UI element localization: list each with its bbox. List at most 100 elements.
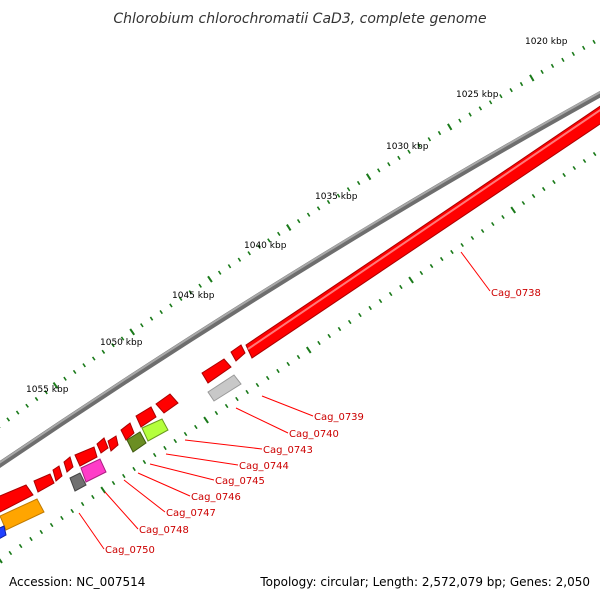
gene-arrow[interactable] bbox=[33, 473, 55, 493]
tick-mark bbox=[100, 486, 107, 494]
tick-mark bbox=[458, 118, 462, 123]
gene-block-orange[interactable] bbox=[0, 498, 45, 531]
tick-mark bbox=[387, 162, 391, 167]
tick-mark bbox=[152, 452, 157, 458]
tick-mark bbox=[111, 480, 116, 486]
tick-mark bbox=[63, 376, 67, 381]
tick-mark bbox=[149, 316, 154, 321]
tick-mark bbox=[337, 326, 342, 332]
tick-mark bbox=[101, 349, 106, 354]
gene-labels: Cag_0738 Cag_0739 Cag_0740 Cag_0743 Cag_… bbox=[105, 288, 541, 556]
tick-mark bbox=[296, 354, 301, 360]
gene-label-cag-0739[interactable]: Cag_0739 bbox=[314, 412, 364, 423]
tick-mark bbox=[305, 346, 312, 354]
gene-arrow[interactable] bbox=[120, 422, 135, 441]
tick-mark bbox=[417, 143, 421, 148]
gene-block-cag-0743[interactable] bbox=[141, 418, 169, 442]
tick-label-1030: 1030 kbp bbox=[386, 142, 429, 152]
gene-arrow[interactable] bbox=[0, 484, 34, 513]
leader-line bbox=[104, 491, 139, 530]
tick-mark bbox=[358, 312, 362, 318]
gene-block-blue[interactable] bbox=[0, 525, 7, 540]
tick-mark bbox=[188, 290, 193, 295]
tick-mark bbox=[91, 356, 96, 361]
tick-mark bbox=[80, 501, 85, 507]
gene-arrow[interactable] bbox=[107, 435, 119, 452]
tick-mark bbox=[15, 410, 20, 415]
tick-mark bbox=[183, 431, 188, 437]
tick-mark bbox=[70, 508, 75, 514]
gene-arrow[interactable] bbox=[201, 358, 232, 384]
leader-line bbox=[261, 395, 314, 417]
tick-mark bbox=[25, 403, 29, 408]
gene-label-cag-0746[interactable]: Cag_0746 bbox=[191, 492, 241, 503]
gene-label-cag-0745[interactable]: Cag_0745 bbox=[215, 476, 265, 487]
tick-mark bbox=[169, 303, 173, 308]
tick-mark bbox=[501, 214, 505, 220]
gene-arrow[interactable] bbox=[52, 465, 63, 482]
gene-label-cag-0744[interactable]: Cag_0744 bbox=[239, 461, 289, 472]
gene-arrow[interactable] bbox=[155, 393, 179, 414]
accession-text: Accession: NC_007514 bbox=[9, 575, 145, 589]
gene-arrow[interactable] bbox=[63, 456, 74, 473]
tick-mark bbox=[122, 473, 126, 479]
tick-mark bbox=[142, 459, 147, 465]
tick-mark bbox=[550, 63, 555, 69]
tick-mark bbox=[521, 200, 526, 206]
tick-mark bbox=[429, 263, 434, 269]
tick-mark bbox=[247, 251, 251, 256]
tick-mark bbox=[460, 242, 464, 248]
tick-mark bbox=[572, 165, 577, 171]
gene-arrow[interactable] bbox=[74, 446, 98, 467]
tick-label-1020: 1020 kbp bbox=[525, 37, 568, 47]
tick-mark bbox=[491, 221, 495, 227]
gene-label-cag-0743[interactable]: Cag_0743 bbox=[263, 445, 313, 456]
tick-mark bbox=[561, 57, 565, 62]
tick-mark bbox=[276, 368, 280, 374]
gene-block-cag-0739[interactable] bbox=[207, 374, 242, 402]
gene-label-cag-0748[interactable]: Cag_0748 bbox=[139, 525, 189, 536]
tick-mark bbox=[347, 319, 352, 325]
gene-label-cag-0750[interactable]: Cag_0750 bbox=[105, 545, 155, 556]
gene-label-cag-0747[interactable]: Cag_0747 bbox=[166, 508, 216, 519]
tick-mark bbox=[437, 130, 442, 136]
gene-block-cag-0744[interactable] bbox=[126, 431, 147, 453]
gene-label-cag-0738[interactable]: Cag_0738 bbox=[491, 288, 541, 299]
gene-block-cag-0748[interactable] bbox=[69, 472, 87, 492]
tick-mark bbox=[194, 424, 198, 430]
gene-label-cag-0740[interactable]: Cag_0740 bbox=[289, 429, 339, 440]
tick-mark bbox=[592, 39, 596, 45]
gene-arrow[interactable] bbox=[96, 437, 109, 454]
tick-mark bbox=[450, 249, 454, 255]
reverse-genes bbox=[0, 374, 242, 540]
tick-mark bbox=[277, 231, 281, 237]
tick-mark bbox=[529, 74, 535, 82]
tick-mark bbox=[540, 69, 544, 75]
tick-labels: 1020 kbp 1025 kbp 1030 kbp 1035 kbp 1040… bbox=[26, 37, 568, 395]
leader-line bbox=[165, 453, 239, 466]
tick-mark bbox=[510, 206, 517, 214]
genome-backbone-highlight bbox=[0, 91, 600, 464]
gene-arrow-cag-0738[interactable] bbox=[245, 96, 600, 359]
gene-arrows bbox=[0, 344, 246, 513]
tick-mark bbox=[198, 283, 202, 288]
tick-mark bbox=[582, 45, 586, 50]
tick-label-1055: 1055 kbp bbox=[26, 385, 69, 395]
tick-mark bbox=[0, 558, 3, 564]
tick-label-1040: 1040 kbp bbox=[244, 241, 287, 251]
tick-mark bbox=[488, 100, 493, 105]
tick-mark bbox=[541, 186, 546, 192]
tick-mark bbox=[49, 522, 54, 528]
tick-mark bbox=[480, 228, 485, 234]
tick-mark bbox=[203, 416, 209, 424]
tick-mark bbox=[44, 390, 48, 395]
tick-mark bbox=[478, 106, 483, 111]
tick-mark bbox=[582, 158, 587, 164]
tick-mark bbox=[519, 81, 524, 87]
gene-arrow[interactable] bbox=[135, 406, 157, 428]
gene-arrow[interactable] bbox=[230, 344, 246, 362]
gene-block-cag-0747[interactable] bbox=[80, 458, 107, 483]
tick-mark bbox=[571, 51, 575, 56]
tick-mark bbox=[399, 284, 403, 290]
tick-mark bbox=[408, 276, 414, 284]
